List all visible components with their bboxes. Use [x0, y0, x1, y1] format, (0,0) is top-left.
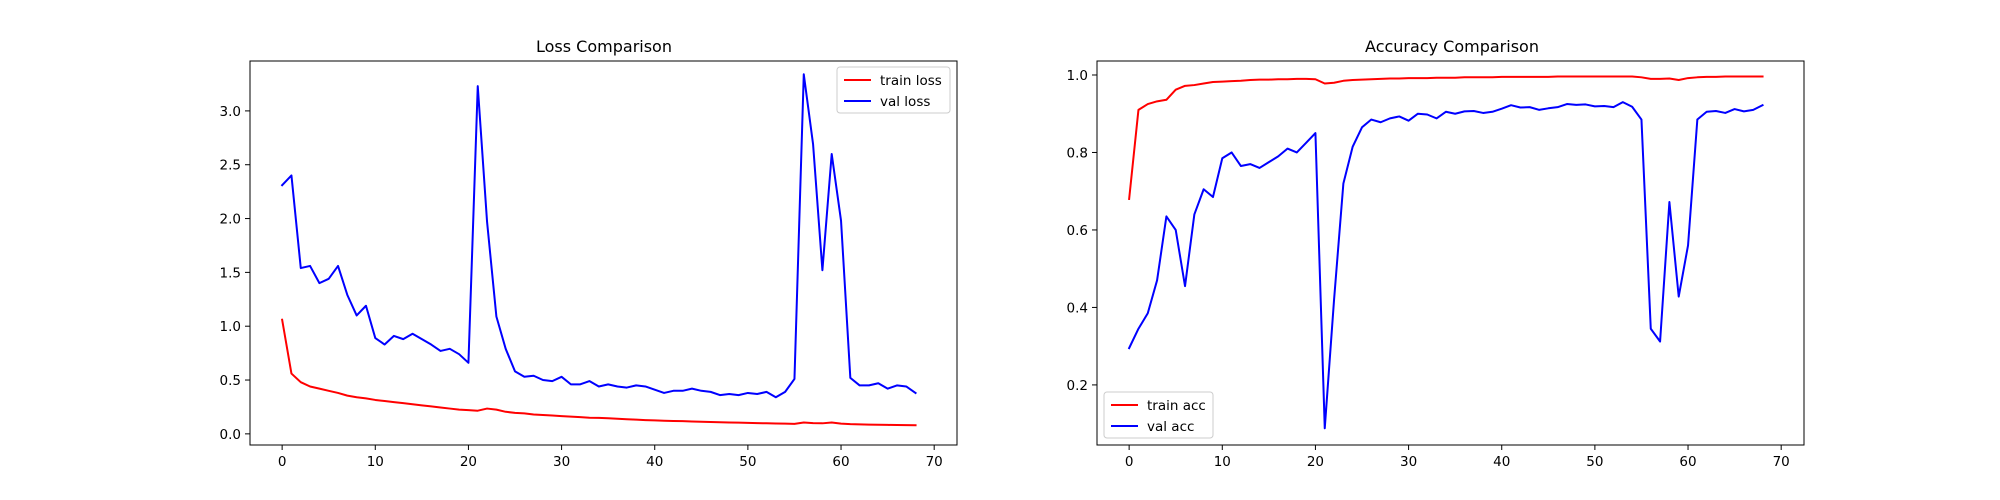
loss-legend: train loss val loss: [836, 66, 951, 114]
loss-y-tick-label: 0.0: [220, 427, 241, 443]
loss-x-tick-label: 0: [278, 454, 287, 470]
accuracy-x-tick-label: 60: [1679, 454, 1696, 470]
accuracy-x-tick-label: 20: [1307, 454, 1324, 470]
accuracy-series-train-acc: [1128, 75, 1764, 201]
accuracy-x-tick-label: 10: [1214, 454, 1231, 470]
loss-x-tick-label: 40: [646, 454, 663, 470]
accuracy-x-tick-label: 30: [1400, 454, 1417, 470]
accuracy-comparison-chart: Accuracy Comparison 0 10 20 30 40 50 60 70 0.2 0.…: [1067, 37, 1805, 470]
accuracy-legend-label: train acc: [1147, 398, 1206, 414]
loss-y-tick-label: 3.0: [220, 104, 241, 120]
loss-legend-label: train loss: [880, 73, 942, 89]
loss-chart-title: Loss Comparison: [536, 37, 672, 56]
loss-comparison-chart: Loss Comparison 0 10 20 30 40 50 60 70 0.0 0.5 1.0…: [220, 37, 958, 470]
loss-legend-label: val loss: [880, 94, 930, 110]
loss-y-tick-label: 0.5: [220, 373, 241, 389]
loss-x-tick-label: 50: [739, 454, 756, 470]
accuracy-y-tick-label: 0.4: [1067, 300, 1088, 316]
loss-chart-plot: 0 10 20 30 40 50 60 70 0.0 0.5 1.0 1.5 2.0 2.5 3.0 trai…: [220, 60, 958, 470]
accuracy-chart-plot: 0 10 20 30 40 50 60 70 0.2 0.4 0.6 0.8 1.0 train acc v…: [1067, 60, 1805, 470]
accuracy-x-tick-label: 50: [1586, 454, 1603, 470]
accuracy-chart-title: Accuracy Comparison: [1365, 37, 1539, 56]
accuracy-x-tick-label: 0: [1125, 454, 1134, 470]
loss-x-tick-label: 10: [367, 454, 384, 470]
accuracy-y-tick-label: 0.2: [1067, 378, 1088, 394]
loss-axes-frame: [249, 60, 958, 446]
accuracy-axes-frame: [1096, 60, 1805, 446]
accuracy-legend-label: val acc: [1147, 419, 1194, 435]
accuracy-y-tick-label: 0.8: [1067, 145, 1088, 161]
accuracy-legend: train acc val acc: [1103, 391, 1214, 439]
loss-x-tick-label: 20: [460, 454, 477, 470]
accuracy-y-tick-label: 0.6: [1067, 223, 1088, 239]
loss-y-tick-label: 2.5: [220, 158, 241, 174]
loss-y-tick-label: 1.0: [220, 319, 241, 335]
loss-x-tick-label: 60: [832, 454, 849, 470]
loss-y-tick-label: 1.5: [220, 265, 241, 281]
accuracy-series-val-acc: [1127, 101, 1764, 430]
accuracy-x-tick-label: 70: [1773, 454, 1790, 470]
loss-x-tick-label: 30: [553, 454, 570, 470]
loss-series-train-loss: [280, 318, 917, 427]
loss-series-val-loss: [280, 73, 917, 399]
accuracy-y-tick-label: 1.0: [1067, 68, 1088, 84]
loss-x-tick-label: 70: [926, 454, 943, 470]
accuracy-x-tick-label: 40: [1493, 454, 1510, 470]
loss-y-tick-label: 2.0: [220, 212, 241, 228]
